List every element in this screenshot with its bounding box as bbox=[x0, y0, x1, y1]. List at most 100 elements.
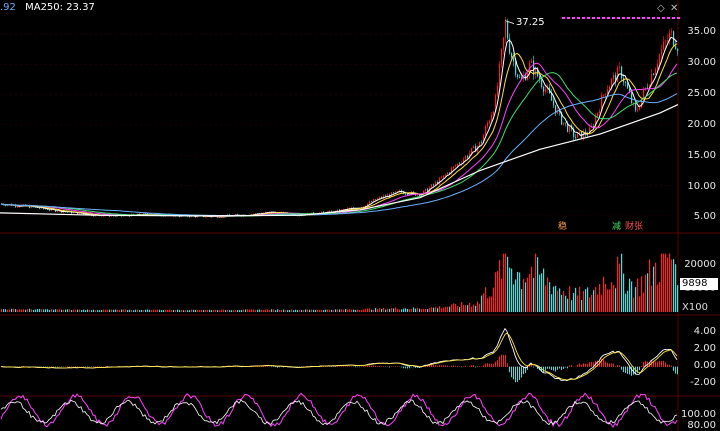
diamond-icon[interactable]: ◇ bbox=[657, 3, 665, 14]
volume-bar bbox=[365, 308, 367, 312]
volume-bar bbox=[147, 309, 149, 312]
macd-histogram-bar bbox=[581, 364, 582, 367]
price-panel[interactable] bbox=[0, 17, 679, 219]
candle-body bbox=[551, 93, 553, 101]
macd-histogram-bar bbox=[427, 365, 428, 367]
volume-bar bbox=[225, 310, 227, 312]
macd-panel[interactable] bbox=[0, 327, 678, 383]
volume-bar bbox=[397, 308, 399, 312]
candle-body bbox=[487, 123, 489, 127]
volume-bar bbox=[669, 253, 671, 312]
volume-bar bbox=[517, 271, 519, 312]
close-icon[interactable]: ✕ bbox=[670, 3, 679, 14]
candle-body bbox=[465, 155, 467, 160]
candle-body bbox=[49, 209, 51, 211]
volume-bar bbox=[337, 309, 339, 312]
volume-bar bbox=[379, 307, 381, 312]
volume-bar bbox=[639, 296, 641, 312]
macd-histogram-bar bbox=[555, 366, 556, 372]
candle-body bbox=[467, 155, 469, 158]
volume-bar bbox=[59, 309, 61, 312]
macd-histogram-bar bbox=[451, 365, 452, 367]
volume-bar bbox=[39, 308, 41, 312]
volume-panel[interactable] bbox=[1, 253, 679, 312]
macd-histogram-bar bbox=[473, 365, 474, 367]
macd-histogram-bar bbox=[613, 363, 614, 367]
candle-body bbox=[379, 197, 381, 199]
candle-body bbox=[481, 142, 483, 143]
volume-bar bbox=[253, 309, 255, 312]
candle-body bbox=[339, 209, 341, 212]
candle-body bbox=[565, 122, 567, 124]
volume-bar bbox=[403, 308, 405, 312]
macd-histogram-bar bbox=[455, 365, 456, 367]
candle-body bbox=[609, 86, 611, 90]
volume-bar bbox=[323, 310, 325, 312]
candle-body bbox=[655, 69, 657, 75]
macd-histogram-bar bbox=[591, 361, 592, 367]
volume-bar bbox=[561, 294, 563, 312]
macd-histogram-bar bbox=[561, 366, 562, 371]
volume-bar bbox=[491, 296, 493, 312]
volume-bar bbox=[347, 309, 349, 312]
candle-body bbox=[455, 165, 457, 167]
candle-body bbox=[179, 216, 181, 218]
volume-bar bbox=[193, 309, 195, 312]
candle-body bbox=[421, 194, 423, 197]
volume-bar bbox=[1, 308, 3, 312]
macd-histogram-bar bbox=[85, 366, 86, 368]
kdj-j-line bbox=[0, 392, 678, 429]
candle-body bbox=[489, 120, 491, 124]
macd-histogram-bar bbox=[403, 366, 404, 369]
volume-bar bbox=[23, 309, 25, 312]
candle-body bbox=[79, 212, 81, 215]
volume-bar bbox=[629, 278, 631, 312]
macd-histogram-bar bbox=[491, 363, 492, 367]
kdj-panel[interactable] bbox=[0, 392, 678, 429]
candle-body bbox=[55, 209, 57, 212]
volume-bar bbox=[129, 309, 131, 312]
macd-histogram-bar bbox=[57, 366, 58, 368]
volume-bar bbox=[9, 309, 11, 312]
volume-bar bbox=[163, 310, 165, 312]
candle-body bbox=[663, 41, 665, 50]
candle-body bbox=[381, 197, 383, 198]
event-tag-stable[interactable]: 稳 bbox=[558, 222, 568, 232]
volume-bar bbox=[185, 310, 187, 312]
macd-tick-0: 0.00 bbox=[693, 360, 716, 371]
candle-body bbox=[535, 68, 537, 75]
candle-body bbox=[589, 127, 591, 135]
volume-bar bbox=[587, 287, 589, 312]
volume-bar bbox=[299, 309, 301, 312]
volume-bar bbox=[313, 309, 315, 312]
volume-bar bbox=[541, 273, 543, 312]
volume-value-badge: 9898 bbox=[680, 278, 718, 290]
volume-bar bbox=[29, 308, 31, 312]
volume-bar bbox=[305, 309, 307, 312]
event-tag-finance[interactable]: 财 bbox=[625, 222, 635, 232]
macd-histogram-bar bbox=[641, 365, 642, 367]
volume-bar bbox=[407, 308, 409, 312]
volume-bar bbox=[125, 309, 127, 312]
volume-bar bbox=[597, 294, 599, 312]
volume-bar bbox=[15, 309, 17, 312]
volume-bar bbox=[5, 309, 7, 312]
candle-body bbox=[397, 191, 399, 193]
volume-bar bbox=[221, 309, 223, 312]
macd-histogram-bar bbox=[333, 366, 334, 367]
macd-histogram-bar bbox=[553, 366, 554, 371]
candle-body bbox=[675, 45, 677, 50]
macd-histogram-bar bbox=[95, 366, 96, 367]
volume-bar bbox=[647, 273, 649, 312]
volume-bar bbox=[289, 309, 291, 312]
candle-body bbox=[657, 64, 659, 70]
macd-histogram-bar bbox=[347, 366, 348, 367]
macd-histogram-bar bbox=[61, 366, 62, 368]
candle-body bbox=[351, 207, 353, 209]
event-tag-reduce[interactable]: 减 bbox=[612, 222, 622, 232]
macd-histogram-bar bbox=[499, 356, 500, 367]
event-tag-rise[interactable]: 张 bbox=[634, 222, 644, 232]
volume-bar bbox=[63, 309, 65, 312]
macd-histogram-bar bbox=[659, 360, 660, 367]
